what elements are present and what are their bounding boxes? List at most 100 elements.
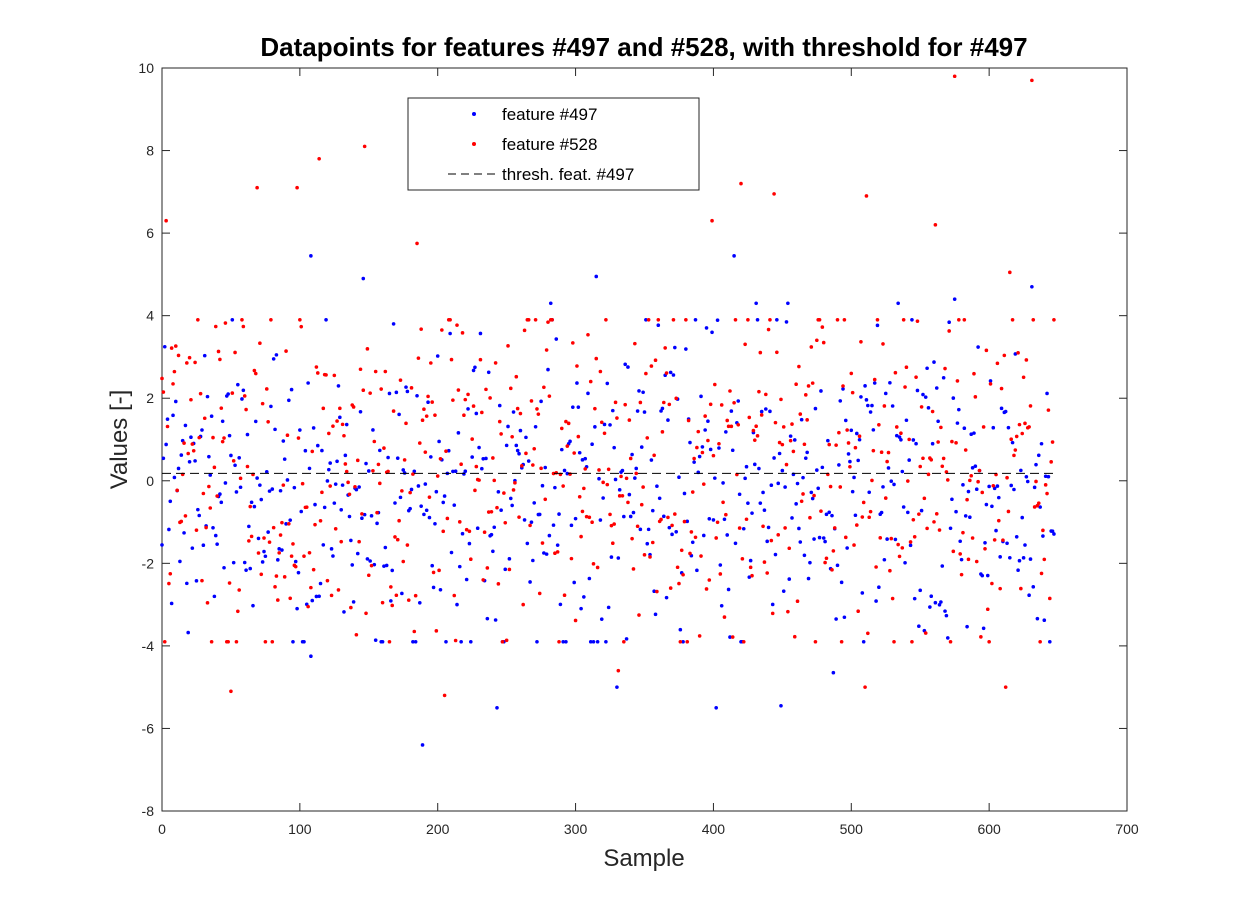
data-point	[1032, 485, 1037, 490]
data-point	[923, 395, 928, 399]
data-point	[801, 475, 805, 480]
data-point	[848, 459, 852, 464]
data-marks	[160, 74, 1056, 747]
data-point	[1028, 404, 1033, 408]
data-point	[394, 593, 399, 598]
data-point	[932, 360, 936, 364]
data-point	[765, 571, 769, 575]
data-point	[867, 515, 872, 520]
data-point	[620, 493, 625, 498]
data-point	[459, 639, 463, 644]
data-point	[1045, 391, 1049, 396]
data-point	[293, 559, 298, 564]
data-point	[584, 514, 589, 519]
data-point	[423, 482, 428, 486]
data-point	[706, 438, 710, 443]
data-point	[801, 492, 805, 496]
data-point	[288, 596, 293, 601]
data-point	[667, 402, 672, 407]
data-point	[580, 458, 585, 462]
data-point	[622, 639, 626, 644]
data-point	[533, 425, 538, 429]
data-point	[773, 552, 778, 557]
data-point	[485, 616, 490, 621]
data-point	[267, 489, 272, 493]
data-point	[344, 422, 349, 427]
data-point	[936, 419, 940, 424]
data-point	[168, 499, 173, 504]
data-point	[176, 466, 181, 471]
data-point	[645, 436, 650, 440]
data-point	[528, 580, 532, 584]
data-point	[315, 443, 320, 448]
data-point	[325, 578, 330, 583]
data-point	[714, 536, 718, 540]
data-point	[189, 435, 193, 439]
data-point	[426, 394, 430, 399]
data-point	[802, 442, 807, 447]
data-point	[300, 481, 305, 486]
data-point	[1030, 284, 1034, 289]
data-point	[395, 537, 400, 542]
data-point	[561, 639, 565, 644]
data-point	[369, 514, 374, 518]
data-point	[1009, 437, 1013, 441]
data-point	[906, 479, 910, 483]
data-point	[351, 405, 356, 409]
data-point	[267, 540, 272, 544]
data-point	[328, 461, 332, 465]
data-point	[162, 344, 167, 349]
data-point	[721, 481, 725, 485]
data-point	[234, 490, 239, 494]
data-point	[649, 458, 654, 462]
data-point	[798, 540, 803, 544]
data-point	[347, 514, 352, 519]
data-point	[382, 564, 386, 568]
data-point	[424, 414, 429, 418]
data-point	[496, 490, 501, 494]
data-point	[287, 522, 291, 526]
data-point	[1050, 440, 1055, 444]
data-point	[900, 546, 905, 550]
data-point	[577, 450, 582, 455]
data-point	[565, 471, 570, 476]
data-point	[322, 505, 327, 510]
data-point	[1002, 353, 1007, 358]
data-point	[968, 478, 972, 483]
data-point	[553, 551, 557, 556]
data-point	[502, 491, 506, 495]
data-point	[921, 392, 925, 397]
data-point	[1017, 422, 1022, 427]
data-point	[382, 446, 386, 450]
data-point	[990, 581, 994, 586]
data-point	[831, 549, 836, 553]
data-point	[571, 405, 575, 409]
data-point	[338, 415, 342, 420]
data-point	[387, 639, 392, 644]
data-point	[383, 369, 388, 374]
data-point	[746, 317, 750, 322]
data-point	[518, 411, 523, 416]
data-point	[998, 586, 1002, 591]
data-point	[606, 467, 611, 472]
data-point	[933, 223, 938, 227]
data-point	[677, 581, 681, 586]
data-point	[328, 484, 332, 488]
data-point	[258, 483, 262, 487]
data-point	[253, 419, 258, 424]
data-point	[434, 489, 439, 494]
data-point	[193, 459, 197, 463]
data-point	[187, 460, 192, 464]
data-point	[313, 502, 317, 507]
data-point	[645, 541, 650, 546]
data-point	[569, 523, 574, 528]
data-point	[540, 483, 545, 488]
data-point	[784, 462, 789, 467]
data-point	[475, 526, 480, 531]
data-point	[861, 500, 866, 505]
data-point	[497, 419, 502, 424]
data-point	[790, 422, 794, 426]
data-point	[985, 607, 990, 612]
data-point	[945, 636, 950, 640]
